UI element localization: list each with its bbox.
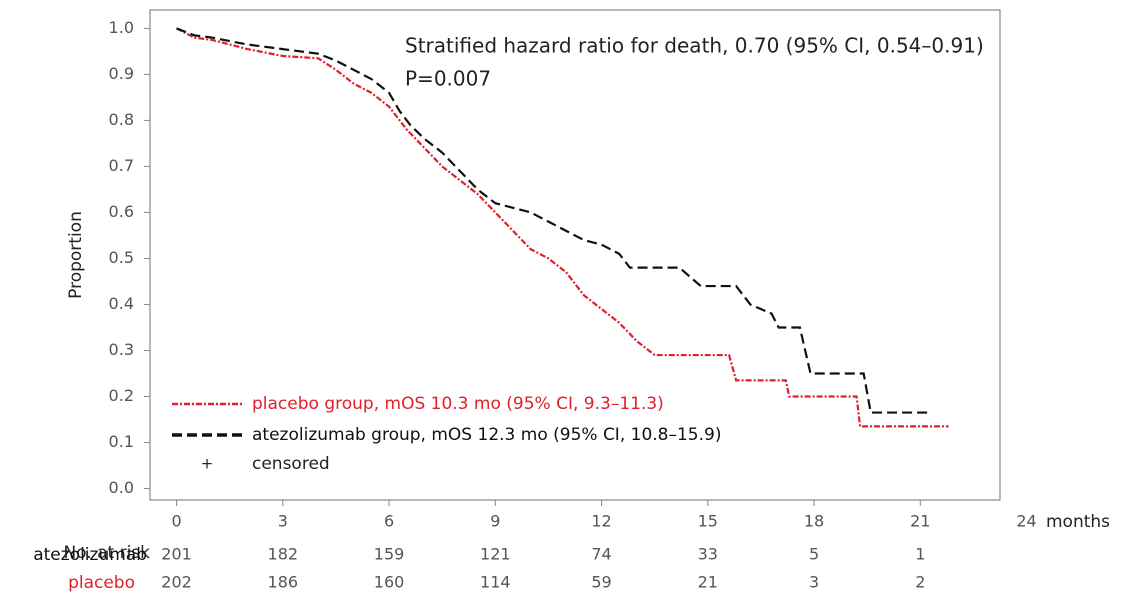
risk-count: 114 xyxy=(480,573,511,592)
x-tick-label: 3 xyxy=(278,512,288,531)
plot-frame xyxy=(149,9,1001,501)
y-tick-label: 1.0 xyxy=(109,18,134,37)
km-curve xyxy=(176,27,931,414)
x-tick-label: 0 xyxy=(171,512,181,531)
risk-count: 186 xyxy=(268,573,299,592)
risk-count: 202 xyxy=(161,573,192,592)
y-tick-label: 0.0 xyxy=(109,478,134,497)
x-tick-label: 21 xyxy=(910,512,930,531)
risk-row-label: atezolizumab xyxy=(33,545,147,565)
y-tick-label: 0.4 xyxy=(109,294,134,313)
annotation: Stratified hazard ratio for death, 0.70 … xyxy=(405,34,984,58)
risk-table-title: No. at risk xyxy=(63,543,150,563)
risk-count: 121 xyxy=(480,545,511,564)
x-tick-label: 6 xyxy=(384,512,394,531)
risk-count: 59 xyxy=(591,573,611,592)
risk-count: 5 xyxy=(809,545,819,564)
x-axis-label: months xyxy=(1046,512,1110,532)
annotation: P=0.007 xyxy=(405,67,491,91)
x-tick-label: 9 xyxy=(490,512,500,531)
y-tick-label: 0.9 xyxy=(109,64,134,83)
x-tick-label: 24 xyxy=(1016,512,1036,531)
km-curve xyxy=(176,27,949,428)
risk-count: 33 xyxy=(698,545,718,564)
risk-row-label: placebo xyxy=(68,573,135,593)
risk-count: 1 xyxy=(915,545,925,564)
risk-count: 21 xyxy=(698,573,718,592)
x-tick-label: 15 xyxy=(698,512,718,531)
legend-label: censored xyxy=(252,454,330,474)
risk-count: 74 xyxy=(591,545,611,564)
y-tick-label: 0.5 xyxy=(109,248,134,267)
risk-count: 2 xyxy=(915,573,925,592)
x-tick-label: 12 xyxy=(591,512,611,531)
risk-count: 160 xyxy=(374,573,405,592)
censored-marker: + xyxy=(201,455,214,473)
risk-count: 201 xyxy=(161,545,192,564)
risk-count: 3 xyxy=(809,573,819,592)
y-tick-label: 0.1 xyxy=(109,432,134,451)
y-tick-label: 0.6 xyxy=(109,202,134,221)
risk-count: 159 xyxy=(374,545,405,564)
y-tick-label: 0.2 xyxy=(109,386,134,405)
risk-count: 182 xyxy=(268,545,299,564)
x-tick-label: 18 xyxy=(804,512,824,531)
y-tick-label: 0.7 xyxy=(109,156,134,175)
legend-label: placebo group, mOS 10.3 mo (95% CI, 9.3–… xyxy=(252,394,664,414)
legend-label: atezolizumab group, mOS 12.3 mo (95% CI,… xyxy=(252,425,721,445)
y-tick-label: 0.3 xyxy=(109,340,134,359)
y-axis-label: Proportion xyxy=(66,211,86,299)
y-tick-label: 0.8 xyxy=(109,110,134,129)
